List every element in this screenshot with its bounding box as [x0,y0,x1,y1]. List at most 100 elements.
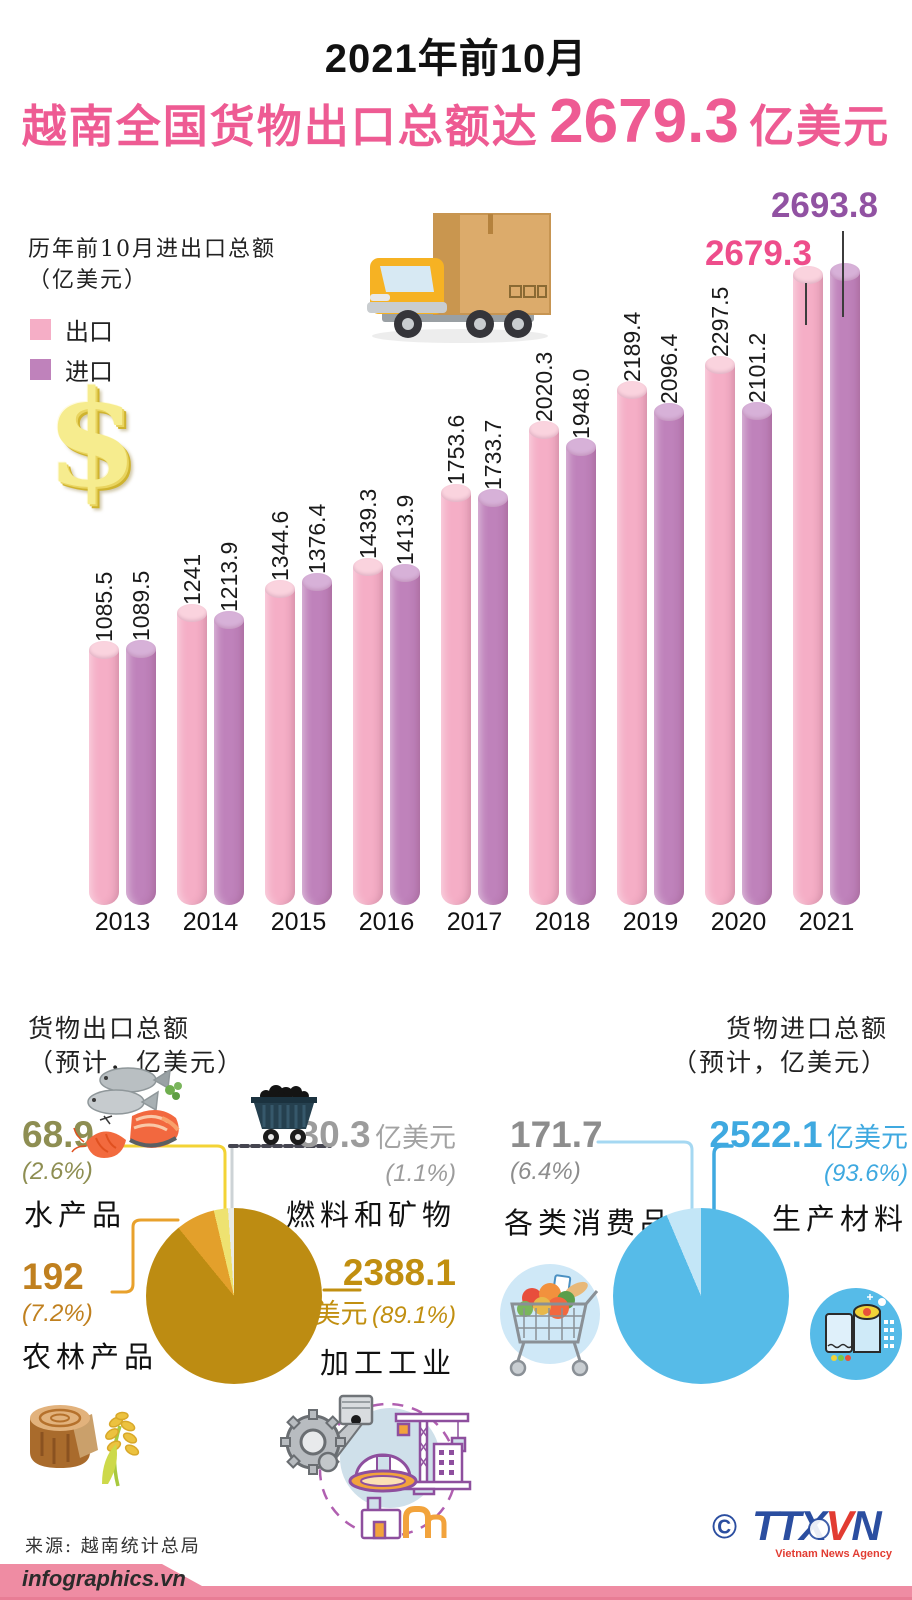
bar-value-进口-2015: 1376.4 [304,503,330,574]
delivery-truck-illustration [367,213,551,343]
year-label-2021: 2021 [798,908,855,936]
chart-title: 历年前10月进出口总额 （亿美元） [28,234,276,296]
bar-value-出口-2014: 1241 [179,553,205,605]
bar-出口-2013 [89,650,119,905]
import-pie-chart [613,1208,789,1384]
bar-value-进口-2014: 1213.9 [216,541,242,612]
processing-industry-illustration [280,1394,472,1540]
import-pie-title: 货物进口总额 （预计，亿美元） [590,1012,888,1080]
highlight-import-2021: 2693.8 [770,186,878,225]
materials-label: 生产材料 [771,1202,908,1236]
bar-cap-出口-2021 [793,266,823,284]
legend-import-label: 进口 [65,358,113,386]
bar-cap-进口-2021 [830,263,860,281]
aquatic-pct: (2.6%) [22,1158,93,1185]
bar-进口-2019 [654,412,684,905]
fuel-value-row: 30.3 亿美元 [256,1114,456,1156]
wood-rice-illustration [30,1405,140,1487]
dollar-icon: $ [46,362,138,517]
materials-pct: (93.6%) [823,1160,908,1187]
year-label-2017: 2017 [446,908,503,936]
export-pie-title: 货物出口总额 （预计，亿美元） [28,1012,244,1080]
year-label-2014: 2014 [182,908,239,936]
year-label-2020: 2020 [710,908,767,936]
bar-进口-2015 [302,582,332,905]
import-pie-title-line2: （预计，亿美元） [671,1048,888,1077]
import-leader-line [842,231,844,317]
bar-value-出口-2015: 1344.6 [267,510,293,581]
headline-value: 2679.3 [549,87,739,156]
aquatic-value: 68.9 [22,1114,95,1155]
source-note: 来源: 越南统计总局 [25,1536,201,1557]
legend-import: 进口 [30,352,113,387]
agency-name: Vietnam News Agency [775,1548,892,1560]
globe-icon [808,1518,830,1540]
bar-value-出口-2018: 2020.3 [531,351,557,422]
export-pie-title-line1: 货物出口总额 [28,1014,191,1043]
bar-value-出口-2016: 1439.3 [355,488,381,559]
bar-value-出口-2017: 1753.6 [443,414,469,485]
bar-出口-2018 [529,430,559,905]
bar-出口-2016 [353,567,383,905]
bar-cap-出口-2019 [617,381,647,399]
fuel-label: 燃料和矿物 [285,1198,456,1232]
bar-进口-2017 [478,498,508,905]
bar-value-进口-2017: 1733.7 [480,419,506,490]
bar-cap-出口-2015 [265,580,295,598]
fuel-unit: 亿美元 [375,1123,456,1154]
coal-cart-illustration [251,1085,317,1145]
bar-value-进口-2020: 2101.2 [744,332,770,403]
export-pie-chart [146,1208,322,1384]
consumer-pct: (6.4%) [510,1158,581,1185]
legend-export-label: 出口 [65,318,113,346]
bar-出口-2015 [265,589,295,905]
banner-edge [0,1597,912,1600]
bar-value-进口-2016: 1413.9 [392,494,418,565]
bar-进口-2018 [566,447,596,905]
highlight-export-2021: 2679.3 [704,234,812,273]
callout-lines [110,1140,734,1294]
bar-cap-出口-2013 [89,641,119,659]
bar-进口-2020 [742,411,772,905]
bar-cap-出口-2018 [529,421,559,439]
ttxvn-logo: © TTXVN Vietnam News Agency [712,1502,892,1566]
year-label-2016: 2016 [358,908,415,936]
shopping-cart-illustration [500,1264,600,1377]
headline-suffix: 亿美元 [749,101,891,152]
year-label-2015: 2015 [270,908,327,936]
fuel-pct: (1.1%) [385,1160,456,1187]
bar-cap-出口-2017 [441,484,471,502]
bar-cap-进口-2014 [214,611,244,629]
bar-进口-2014 [214,620,244,905]
bar-进口-2021 [830,272,860,905]
headline-prefix: 越南全国货物出口总额达 [21,101,539,152]
year-label-2019: 2019 [622,908,679,936]
bar-cap-出口-2016 [353,558,383,576]
consumer-value: 171.7 [510,1114,603,1155]
export-swatch [30,319,51,340]
bar-cap-进口-2017 [478,489,508,507]
aquatic-label: 水产品 [24,1198,127,1232]
brand-text: infographics.vn [22,1566,186,1591]
processing-pct: (89.1%) [371,1302,456,1329]
processing-label: 加工工业 [319,1346,456,1380]
materials-value: 2522.1 [709,1114,823,1155]
bar-出口-2014 [177,613,207,905]
logo-letters: TTXVN [752,1502,882,1550]
era-title: 2021年前10月 [324,37,588,81]
agro-pct: (7.2%) [22,1300,93,1327]
bar-cap-进口-2020 [742,402,772,420]
bar-cap-出口-2014 [177,604,207,622]
bar-value-进口-2018: 1948.0 [568,368,594,439]
bar-value-出口-2013: 1085.5 [91,571,117,642]
agro-value: 192 [22,1256,84,1297]
bar-cap-进口-2013 [126,640,156,658]
seafood-illustration [71,1067,182,1158]
bar-cap-进口-2018 [566,438,596,456]
chart-title-line2: （亿美元） [28,268,149,293]
bar-出口-2019 [617,390,647,905]
bar-进口-2013 [126,649,156,905]
copyright-icon: © [712,1508,738,1546]
bar-进口-2016 [390,573,420,905]
